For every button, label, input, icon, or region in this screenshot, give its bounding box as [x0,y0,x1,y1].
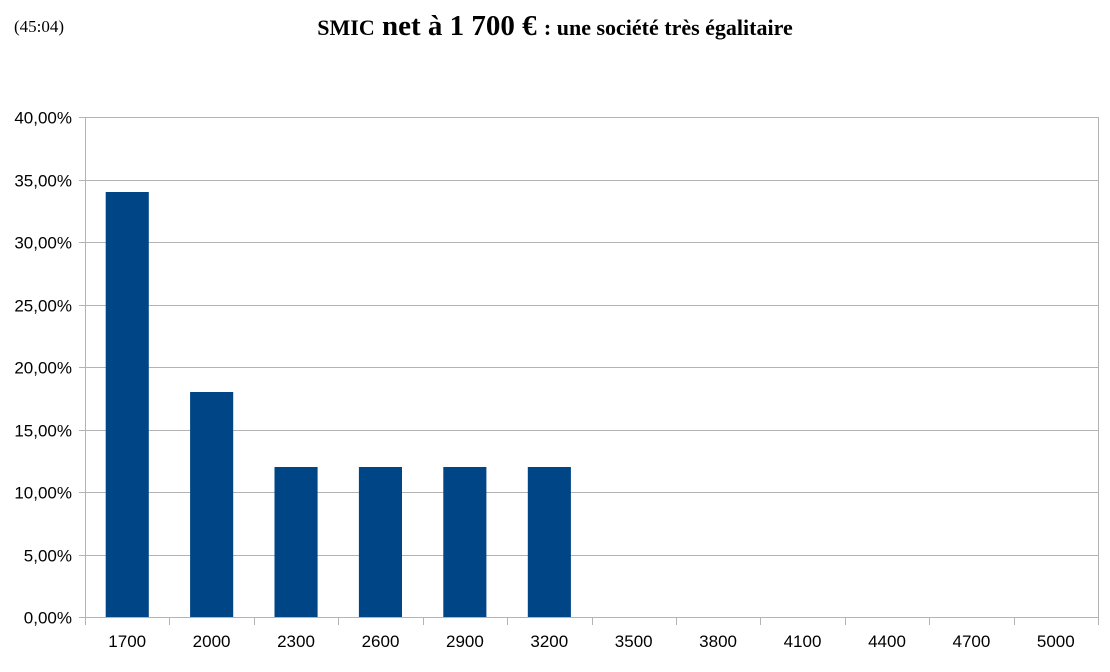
bar-2000 [190,392,234,617]
y-tick-label: 0,00% [24,609,72,628]
y-tick-label: 10,00% [14,484,72,503]
bar-2900 [443,467,487,617]
x-tick-label: 2300 [277,632,315,651]
x-tick-label: 5000 [1037,632,1075,651]
x-tick-label: 3800 [699,632,737,651]
bar-2600 [358,467,402,617]
chart-title-part-2: net à 1 700 € [374,10,544,42]
grid-lines [79,117,1098,618]
y-tick-label: 35,00% [14,172,72,191]
x-tick-label: 3200 [530,632,568,651]
chart-title: SMIC net à 1 700 € : une société très ég… [0,10,1110,43]
bar-3200 [527,467,571,617]
timestamp: (45:04) [14,17,65,36]
y-tick-label: 30,00% [14,234,72,253]
bar-2300 [274,467,318,617]
x-tick-label: 2000 [193,632,231,651]
x-tick-label: 4400 [868,632,906,651]
x-tick-label: 4700 [952,632,990,651]
x-tick-label: 3500 [615,632,653,651]
chart-title-part-1: SMIC [317,15,375,40]
x-tick-label: 2600 [362,632,400,651]
bar-1700 [105,192,149,617]
axes [85,117,1099,625]
y-tick-label: 40,00% [14,109,72,128]
y-tick-label: 15,00% [14,422,72,441]
y-tick-label: 20,00% [14,359,72,378]
y-tick-label: 5,00% [24,547,72,566]
y-tick-label: 25,00% [14,297,72,316]
x-tick-label: 2900 [446,632,484,651]
bars [105,192,571,617]
x-tick-label: 4100 [784,632,822,651]
tick-labels: 0,00% 5,00% 10,00% 15,00% 20,00% 25,00% 30,00%… [14,109,1074,652]
chart-title-part-3: : une société très égalitaire [543,15,793,40]
x-tick-label: 1700 [108,632,146,651]
